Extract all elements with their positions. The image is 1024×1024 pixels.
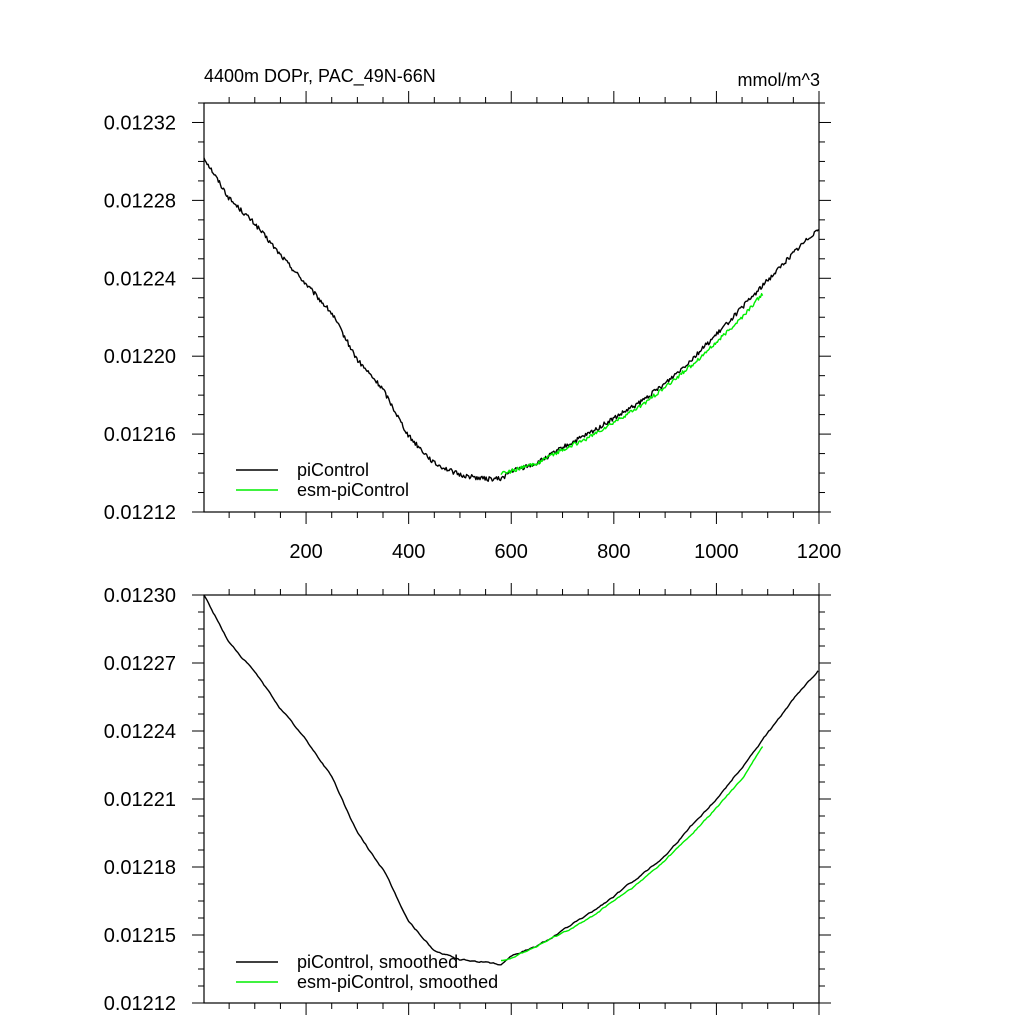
- y-tick-label: 0.01232: [104, 112, 176, 134]
- x-tick-label: 200: [289, 541, 322, 563]
- legend-label-esm-picontrol-smoothed: esm-piControl, smoothed: [297, 972, 498, 992]
- bottom-series-group: [203, 594, 819, 966]
- y-tick-label: 0.01218: [104, 857, 176, 879]
- series-line-esm-picontrol-smoothed: [501, 746, 764, 962]
- bottom-panel: 0.01212 0.01215 0.01218 0.01221 0.01224 0.012…: [104, 583, 831, 1015]
- y-tick-label: 0.01224: [104, 268, 176, 290]
- y-tick-label: 0.01228: [104, 190, 176, 212]
- top-legend: piControl esm-piControl: [236, 460, 409, 500]
- legend-label-esm-picontrol: esm-piControl: [297, 480, 409, 500]
- y-tick-label: 0.01216: [104, 424, 176, 446]
- series-line-picontrol: [203, 157, 820, 482]
- bottom-plot-frame: [203, 594, 820, 1004]
- bottom-legend: piControl, smoothed esm-piControl, smoot…: [236, 952, 498, 992]
- legend-label-picontrol-smoothed: piControl, smoothed: [297, 952, 458, 972]
- y-tick-label: 0.01212: [104, 502, 176, 524]
- x-tick-label: 800: [597, 541, 630, 563]
- series-line-picontrol-smoothed: [203, 594, 819, 966]
- legend-label-picontrol: piControl: [297, 460, 369, 480]
- y-tick-label: 0.01220: [104, 346, 176, 368]
- y-tick-label: 0.01224: [104, 721, 176, 743]
- y-tick-label: 0.01230: [104, 585, 176, 607]
- top-panel: 4400m DOPr, PAC_49N-66N mmol/m^3 200 400 6…: [104, 66, 842, 563]
- top-plot-frame: [203, 102, 820, 513]
- y-tick-label: 0.01215: [104, 925, 176, 947]
- units-label: mmol/m^3: [738, 70, 820, 90]
- x-tick-label: 400: [392, 541, 425, 563]
- top-ticks-group: 200 400 600 800 1000 1200 0.01212 0.01216 0.0122…: [104, 91, 842, 563]
- series-line-esm-picontrol: [500, 293, 764, 475]
- top-series-group: [203, 157, 820, 482]
- x-tick-label: 600: [495, 541, 528, 563]
- bottom-ticks-group: 0.01212 0.01215 0.01218 0.01221 0.01224 0.012…: [104, 583, 831, 1015]
- chart-title: 4400m DOPr, PAC_49N-66N: [204, 66, 436, 87]
- y-tick-label: 0.01227: [104, 653, 176, 675]
- y-tick-label: 0.01221: [104, 789, 176, 811]
- y-tick-label: 0.01212: [104, 993, 176, 1015]
- x-tick-label: 1000: [694, 541, 739, 563]
- x-tick-label: 1200: [797, 541, 842, 563]
